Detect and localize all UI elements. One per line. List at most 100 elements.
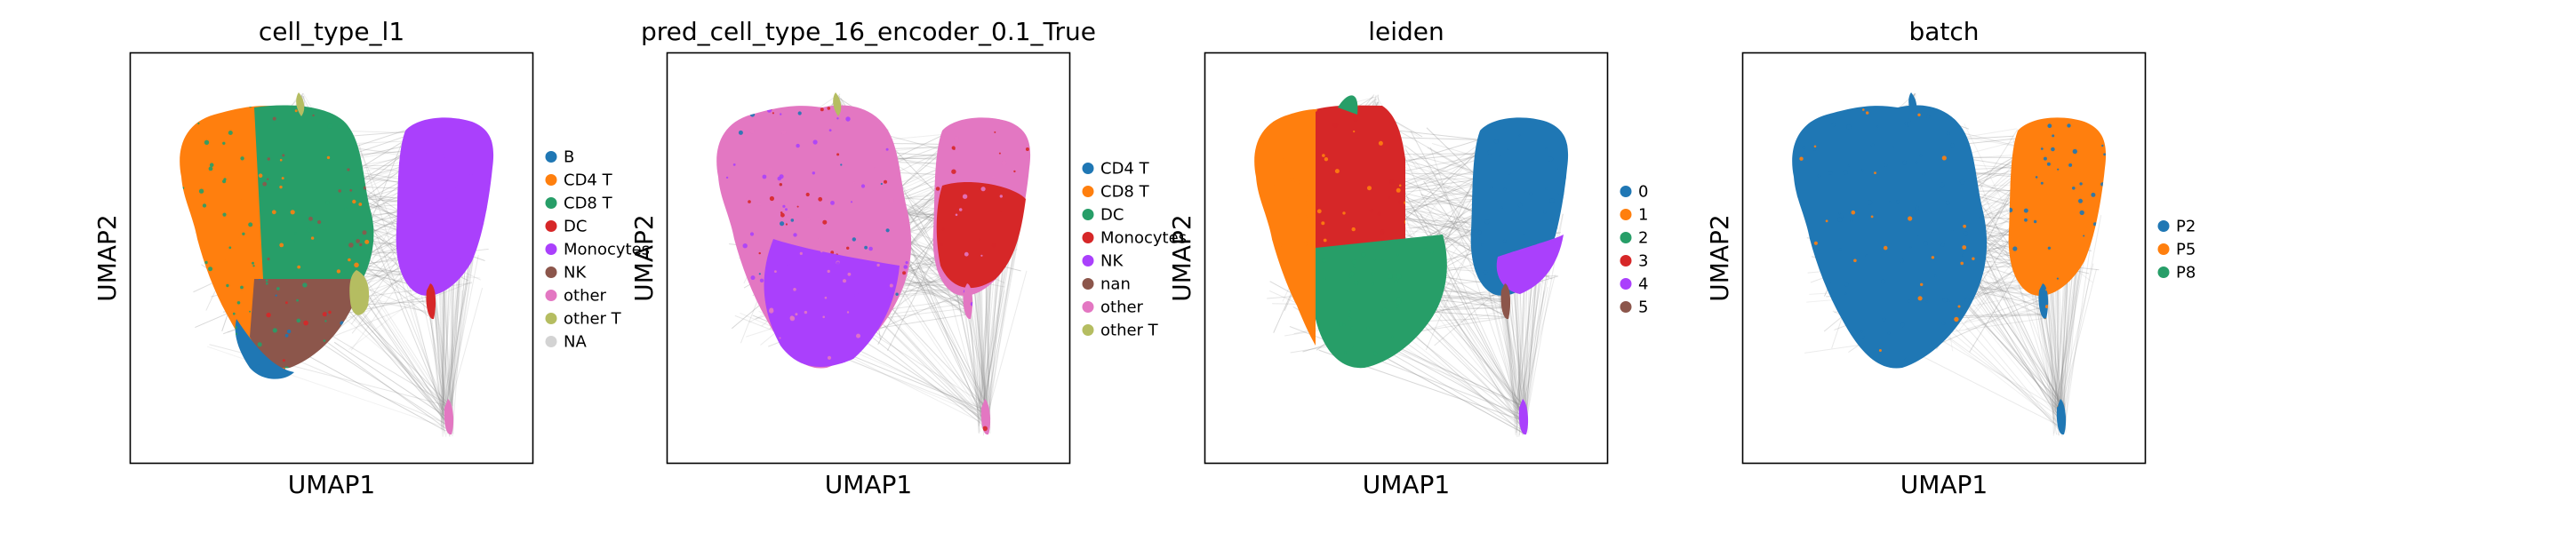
legend-marker	[1082, 209, 1094, 220]
legend-label: Monocytes	[564, 241, 650, 259]
plot-area	[666, 52, 1071, 465]
legend-marker	[1082, 255, 1094, 266]
legend-item: 2	[1620, 229, 1648, 248]
legend-item: 0	[1620, 183, 1648, 202]
y-axis-label: UMAP2	[1167, 214, 1196, 302]
cell-cluster	[1496, 235, 1564, 294]
legend-label: CD8 T	[564, 195, 613, 213]
legend-item: other T	[1082, 322, 1159, 340]
legend-item: DC	[1082, 206, 1124, 225]
legend-item: 3	[1620, 252, 1648, 271]
legend-item: P8	[2157, 264, 2196, 282]
legend-marker	[1620, 186, 1632, 197]
legend-item: nan	[1082, 275, 1131, 294]
x-axis-label: UMAP1	[288, 470, 376, 499]
legend-item: DC	[545, 218, 587, 236]
legend-label: other	[1100, 298, 1144, 317]
legend-marker	[1620, 278, 1632, 290]
legend-label: CD4 T	[564, 171, 613, 190]
panel-title: pred_cell_type_16_encoder_0.1_True	[641, 17, 1096, 46]
cell-cluster	[2008, 117, 2107, 296]
cell-cluster	[1338, 95, 1358, 115]
legend-item: other T	[545, 310, 622, 329]
legend-label: NA	[564, 333, 587, 352]
legend: CD4 T CD8 T DC Monocytes NK nan other other T	[1082, 160, 1187, 340]
legend-marker	[1082, 186, 1094, 197]
legend-label: 4	[1638, 275, 1648, 294]
cell-cluster	[1792, 105, 1988, 369]
x-axis-label: UMAP1	[825, 470, 913, 499]
legend-marker	[1620, 255, 1632, 266]
legend-label: DC	[1100, 206, 1124, 225]
panel-title: batch	[1908, 17, 1979, 46]
legend-marker	[1082, 301, 1094, 313]
legend-label: other T	[564, 310, 622, 329]
cell-points	[180, 92, 494, 435]
plot-area	[129, 52, 534, 465]
legend-item: 5	[1620, 298, 1648, 317]
legend-label: P2	[2176, 218, 2196, 236]
legend-marker	[1620, 232, 1632, 243]
legend-marker	[2157, 220, 2170, 232]
legend-marker	[1620, 301, 1632, 313]
legend-marker	[545, 174, 557, 186]
legend-marker	[2157, 266, 2170, 278]
legend-label: CD4 T	[1100, 160, 1150, 179]
cell-cluster	[980, 399, 991, 435]
legend-item: NK	[545, 264, 587, 282]
cell-cluster	[254, 105, 374, 279]
legend-item: NK	[1082, 252, 1124, 271]
cell-cluster	[296, 92, 305, 116]
legend-marker	[1082, 324, 1094, 336]
legend-item: P2	[2157, 218, 2196, 236]
legend-item: CD8 T	[545, 195, 613, 213]
cell-cluster	[833, 92, 842, 116]
legend-marker	[1082, 278, 1094, 290]
cell-cluster	[1908, 92, 1917, 116]
legend-item: CD4 T	[545, 171, 613, 190]
cell-points	[1254, 95, 1569, 435]
legend-item: Monocytes	[545, 241, 650, 259]
legend-marker	[545, 313, 557, 324]
cell-cluster	[396, 117, 494, 296]
legend-item: 1	[1620, 206, 1648, 225]
panel-title: leiden	[1368, 17, 1444, 46]
umap-panel-4: batch UMAP1 UMAP2 P2 P5 P8	[1705, 17, 2196, 499]
legend-marker	[545, 243, 557, 255]
cell-cluster	[936, 181, 1026, 289]
cell-cluster	[1254, 109, 1316, 346]
cell-cluster	[2056, 399, 2067, 435]
legend-label: 5	[1638, 298, 1648, 317]
cell-cluster	[2038, 283, 2049, 320]
legend-marker	[1082, 163, 1094, 174]
legend-item: CD8 T	[1082, 183, 1150, 202]
legend-label: P5	[2176, 241, 2196, 259]
legend-label: NK	[1100, 252, 1124, 271]
legend-marker	[1082, 232, 1094, 243]
legend-label: other T	[1100, 322, 1159, 340]
legend-item: NA	[545, 333, 587, 352]
legend-label: Monocytes	[1100, 229, 1187, 248]
legend-label: B	[564, 148, 574, 167]
umap-panel-1: cell_type_l1 UMAP1 UMAP2 B CD4 T CD8 T DC Monoc…	[92, 17, 650, 499]
legend-item: other	[1082, 298, 1144, 317]
axes-frame	[666, 52, 1071, 465]
legend-label: nan	[1100, 275, 1131, 294]
legend-label: CD8 T	[1100, 183, 1150, 202]
legend-marker	[1620, 209, 1632, 220]
legend-marker	[545, 290, 557, 301]
y-axis-label: UMAP2	[1705, 214, 1734, 302]
x-axis-label: UMAP1	[1363, 470, 1451, 499]
cell-cluster	[963, 283, 973, 320]
legend-item: 4	[1620, 275, 1648, 294]
legend-label: DC	[564, 218, 587, 236]
legend-marker	[545, 266, 557, 278]
panel-title: cell_type_l1	[259, 17, 404, 46]
legend-item: other	[545, 287, 607, 306]
legend-label: 3	[1638, 252, 1648, 271]
cell-cluster	[764, 239, 900, 368]
x-axis-label: UMAP1	[1900, 470, 1988, 499]
legend-item: P5	[2157, 241, 2196, 259]
legend-marker	[545, 151, 557, 163]
